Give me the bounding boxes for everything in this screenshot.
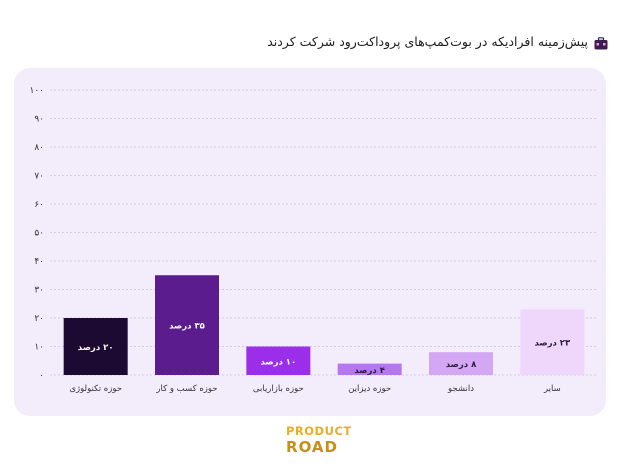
y-tick-label: ۱۰ [34, 343, 44, 353]
x-tick-label: دانشجو [447, 384, 474, 394]
data-label: ۴ درصد [354, 366, 385, 376]
bar [337, 363, 402, 375]
data-label: ۲۳ درصد [534, 339, 571, 349]
y-tick-label: ۵۰ [34, 229, 44, 239]
bar [520, 309, 585, 375]
chart-header: پیش‌زمینه افرادیکه در بوت‌کمپ‌های پروداک… [16, 30, 608, 52]
y-tick-label: ۳۰ [34, 286, 44, 296]
x-tick-label: سایر [543, 384, 561, 394]
x-tick-label: حوزه دیزاین [348, 384, 391, 394]
x-tick-label: حوزه تکنولوژی [69, 384, 122, 394]
y-tick-label: ۹۰ [34, 115, 44, 125]
bar-chart: ۰ ۱۰ ۲۰ ۳۰ ۴۰ ۵۰ ۶۰ ۷۰ ۸۰ ۹۰ ۱۰۰ ۲۰ درصد حوزه تکنولو… [29, 86, 598, 394]
data-label: ۲۰ درصد [78, 343, 114, 353]
y-tick-label: ۲۰ [34, 314, 44, 324]
bar [155, 275, 219, 375]
y-tick-label: ۱۰۰ [29, 86, 44, 96]
y-tick-label: ۰ [39, 371, 44, 381]
bar [429, 352, 493, 375]
bar [246, 346, 311, 375]
y-tick-label: ۶۰ [34, 200, 44, 210]
chart-title: پیش‌زمینه افرادیکه در بوت‌کمپ‌های پروداک… [267, 33, 588, 49]
logo-line-1: PRODUCT [286, 424, 352, 438]
x-tick-label: حوزه بازاریابی [253, 384, 304, 394]
x-tick-label: حوزه کسب و کار [155, 384, 217, 394]
data-label: ۸ درصد [446, 360, 477, 370]
logo-line-2: ROAD [286, 438, 338, 456]
y-tick-label: ۸۰ [34, 143, 44, 153]
data-label: ۳۵ درصد [169, 322, 205, 332]
data-label: ۱۰ درصد [260, 357, 296, 367]
y-tick-label: ۴۰ [34, 257, 44, 267]
bar [63, 318, 128, 375]
chart-panel: ۰ ۱۰ ۲۰ ۳۰ ۴۰ ۵۰ ۶۰ ۷۰ ۸۰ ۹۰ ۱۰۰ ۲۰ درصد حوزه تکنولو… [14, 68, 606, 416]
product-road-logo: PRODUCT ROAD [286, 424, 352, 458]
y-tick-label: ۷۰ [34, 172, 44, 182]
briefcase-icon [594, 35, 608, 49]
